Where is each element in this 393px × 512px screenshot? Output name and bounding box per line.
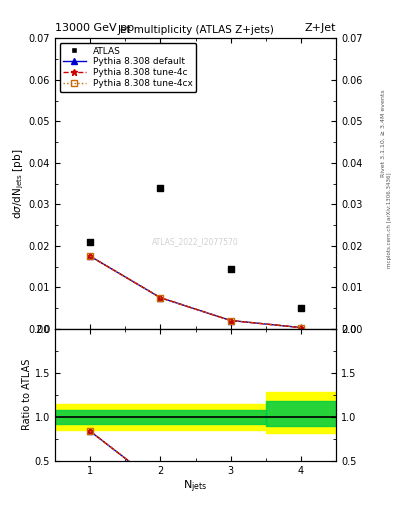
X-axis label: N$_\mathregular{jets}$: N$_\mathregular{jets}$ (184, 478, 208, 495)
Text: mcplots.cern.ch [arXiv:1306.3436]: mcplots.cern.ch [arXiv:1306.3436] (387, 173, 391, 268)
Point (298, 304, 304, 312)
Point (228, 265, 234, 273)
Text: 13000 GeV pp: 13000 GeV pp (55, 23, 134, 33)
Title: Jet multiplicity (ATLAS Z+jets): Jet multiplicity (ATLAS Z+jets) (117, 25, 274, 35)
Text: Rivet 3.1.10, ≥ 3.4M events: Rivet 3.1.10, ≥ 3.4M events (381, 89, 386, 177)
Text: ATLAS_2022_I2077570: ATLAS_2022_I2077570 (152, 237, 239, 246)
Text: Z+Jet: Z+Jet (305, 23, 336, 33)
Point (157, 184, 163, 192)
Y-axis label: d$\sigma$/dN$_\mathrm{jets}$ [pb]: d$\sigma$/dN$_\mathrm{jets}$ [pb] (11, 148, 26, 219)
Point (87, 238, 93, 246)
Y-axis label: Ratio to ATLAS: Ratio to ATLAS (22, 359, 32, 431)
Legend: ATLAS, Pythia 8.308 default, Pythia 8.308 tune-4c, Pythia 8.308 tune-4cx: ATLAS, Pythia 8.308 default, Pythia 8.30… (59, 43, 196, 92)
